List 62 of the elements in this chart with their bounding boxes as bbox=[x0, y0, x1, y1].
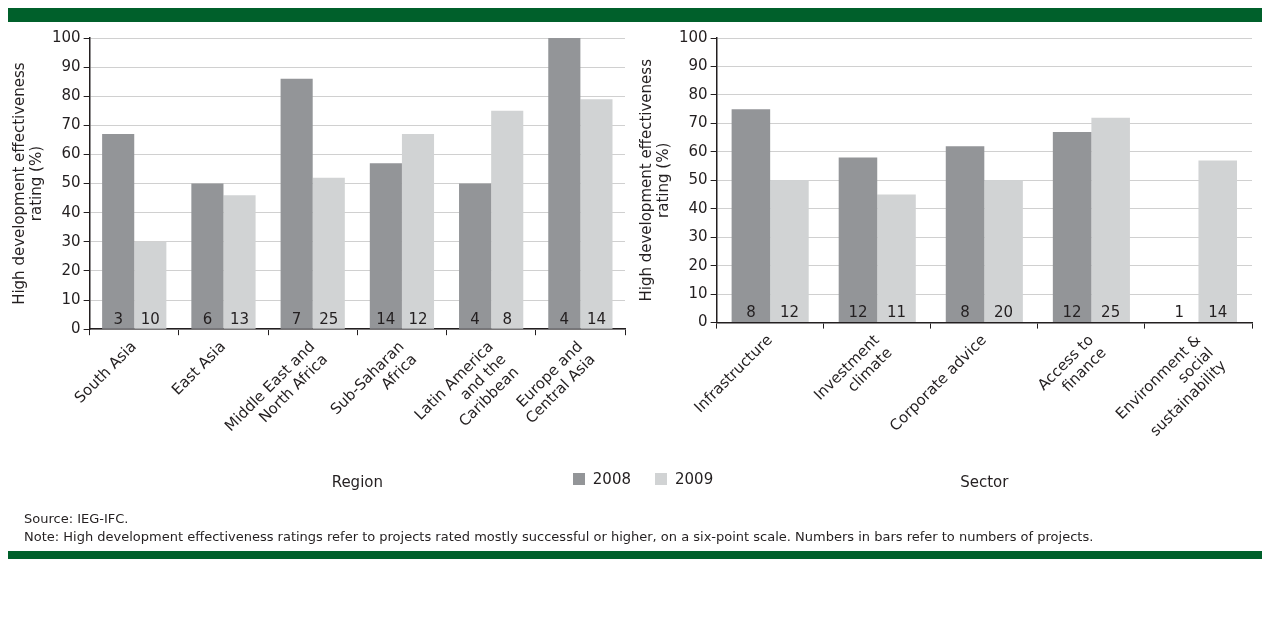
bar bbox=[731, 109, 771, 323]
bar bbox=[945, 146, 985, 323]
y-tick-label: 70 bbox=[61, 115, 81, 134]
annotation: 7 bbox=[291, 309, 302, 328]
y-tick-label: 10 bbox=[688, 284, 708, 303]
y-tick-label: 100 bbox=[51, 27, 81, 46]
y-tick-label: 70 bbox=[688, 113, 708, 132]
annotation: 12 bbox=[408, 309, 428, 328]
annotation: 12 bbox=[848, 303, 868, 321]
annotation: 20 bbox=[994, 303, 1014, 321]
annotation: 4 bbox=[470, 309, 480, 328]
y-tick-label: 50 bbox=[61, 173, 81, 192]
annotation: 25 bbox=[319, 309, 339, 328]
bar bbox=[102, 134, 135, 329]
y-tick-label: 30 bbox=[688, 227, 708, 246]
annotation: 1 bbox=[1174, 303, 1184, 321]
y-tick-label: 0 bbox=[698, 312, 708, 331]
y-tick-label: 80 bbox=[61, 86, 81, 105]
annotation: 14 bbox=[376, 309, 396, 328]
annotation: 25 bbox=[1101, 303, 1121, 321]
annotation: 3 bbox=[113, 309, 123, 328]
y-tick-label: 50 bbox=[688, 170, 708, 189]
legend-label: 2009 bbox=[675, 470, 714, 488]
x-axis-title: Sector bbox=[960, 472, 1010, 491]
bar bbox=[191, 183, 224, 329]
y-tick-label: 100 bbox=[678, 27, 708, 46]
x-axis-title: Region bbox=[331, 472, 383, 491]
text: Note: High development effectiveness ratings refer to projects rated mostly successful or higher, on a six-point scale. Numbers in bars refer to numbers of projects. bbox=[24, 527, 1095, 546]
annotation: 12 bbox=[779, 303, 799, 321]
y-tick-label: 40 bbox=[61, 202, 81, 221]
bar bbox=[548, 38, 581, 329]
bar bbox=[280, 78, 313, 329]
annotation: 14 bbox=[1208, 303, 1228, 321]
y-tick-label: 80 bbox=[688, 84, 708, 103]
annotation: 8 bbox=[960, 303, 970, 321]
y-tick-label: 10 bbox=[61, 289, 81, 308]
bar bbox=[1052, 131, 1092, 323]
y-axis-title: High development effectiveness rating (%) bbox=[637, 58, 672, 302]
annotation: 4 bbox=[559, 309, 570, 328]
bar bbox=[369, 163, 402, 329]
y-tick-label: 60 bbox=[61, 144, 81, 163]
y-tick-label: 30 bbox=[61, 231, 81, 250]
y-axis-title: High development effectiveness rating (%) bbox=[10, 62, 45, 305]
y-tick-label: 40 bbox=[688, 198, 708, 217]
annotation: 10 bbox=[140, 309, 160, 328]
y-tick-label: 90 bbox=[688, 56, 708, 75]
y-tick-label: 20 bbox=[61, 260, 81, 279]
legend-label: 2008 bbox=[592, 470, 631, 488]
bar bbox=[459, 183, 492, 329]
y-tick-label: 60 bbox=[688, 141, 708, 160]
y-tick-label: 90 bbox=[61, 57, 81, 76]
annotation: 11 bbox=[886, 303, 907, 321]
y-tick-label: 0 bbox=[71, 319, 81, 338]
annotation: 12 bbox=[1062, 303, 1082, 321]
annotation: 13 bbox=[229, 309, 250, 328]
annotation: 14 bbox=[586, 309, 606, 328]
y-tick-label: 20 bbox=[688, 255, 708, 274]
annotation: 8 bbox=[746, 303, 756, 321]
annotation: 8 bbox=[502, 309, 512, 328]
source-note: Source: IEG-IFC. bbox=[24, 510, 130, 528]
bar bbox=[838, 157, 878, 323]
annotation: 6 bbox=[202, 309, 213, 328]
